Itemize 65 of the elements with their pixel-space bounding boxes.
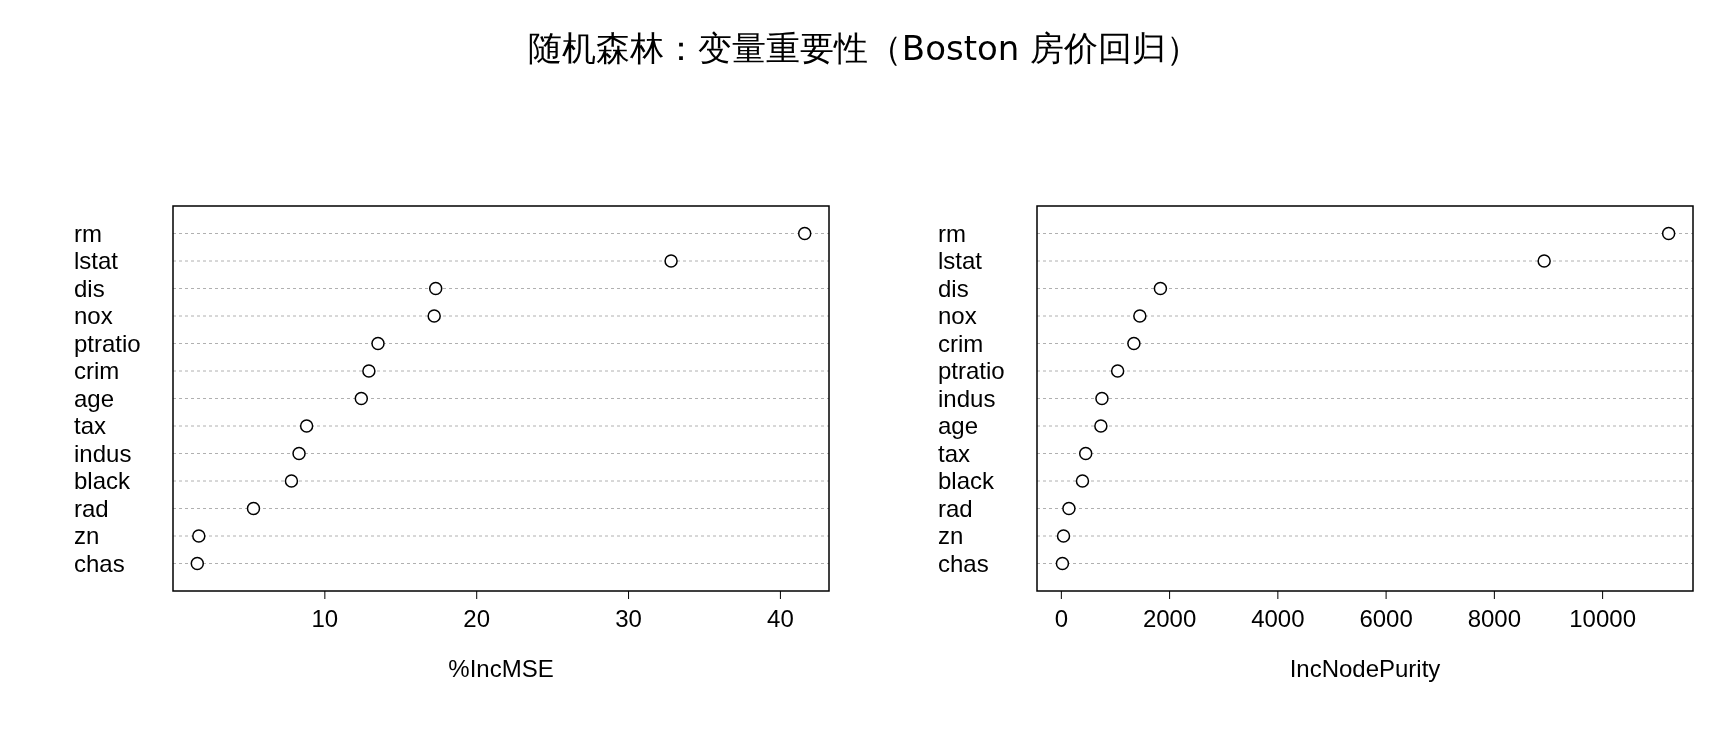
- y-tick-label: ptratio: [74, 329, 141, 357]
- point: [371, 336, 385, 351]
- point: [1110, 364, 1125, 378]
- y-tick-label: crim: [74, 357, 120, 385]
- point: [246, 501, 261, 516]
- y-tick-label: lstat: [74, 247, 119, 275]
- point: [428, 281, 443, 296]
- x-tick-label: 6000: [1359, 605, 1413, 632]
- y-tick-label: crim: [938, 329, 984, 357]
- y-tick-label: rm: [74, 219, 102, 247]
- point: [354, 391, 369, 406]
- point: [1056, 529, 1071, 543]
- point: [192, 529, 206, 543]
- point: [190, 556, 205, 571]
- x-axis-title: IncNodePurity: [1289, 655, 1441, 682]
- x-tick-label: 8000: [1467, 605, 1522, 632]
- point: [1133, 309, 1147, 323]
- point: [797, 226, 812, 241]
- point: [664, 254, 678, 268]
- x-tick-label: 10: [311, 605, 339, 632]
- y-tick-label: nox: [74, 302, 113, 330]
- y-tick-label: rad: [74, 494, 109, 522]
- y-tick-label: chas: [938, 549, 989, 577]
- y-tick-label: dis: [938, 274, 969, 302]
- x-tick-label: 40: [767, 605, 794, 632]
- point: [284, 474, 299, 488]
- y-tick-label: zn: [74, 522, 100, 550]
- chart-title: 随机森林：变量重要性（Boston 房价回归）: [527, 28, 1201, 68]
- y-tick-label: age: [74, 384, 115, 412]
- point: [1078, 446, 1093, 461]
- point: [1095, 391, 1109, 406]
- point: [1537, 254, 1551, 268]
- y-tick-label: lstat: [938, 247, 983, 275]
- x-tick-label: 2000: [1142, 605, 1197, 632]
- y-tick-label: tax: [938, 439, 971, 467]
- y-tick-label: zn: [938, 522, 964, 550]
- point: [362, 364, 376, 378]
- y-tick-label: indus: [938, 384, 996, 412]
- y-tick-label: age: [938, 412, 979, 440]
- point: [1062, 501, 1076, 516]
- point: [1127, 336, 1141, 351]
- x-tick-label: 30: [615, 605, 642, 632]
- point: [1055, 556, 1070, 571]
- point: [1661, 226, 1676, 241]
- point: [1094, 419, 1108, 433]
- point: [299, 419, 314, 433]
- x-tick-label: 4000: [1251, 605, 1305, 632]
- y-tick-label: rm: [938, 219, 966, 247]
- y-tick-label: indus: [74, 439, 132, 467]
- y-tick-label: black: [74, 467, 132, 495]
- y-tick-label: tax: [74, 412, 107, 440]
- x-axis-title: %IncMSE: [448, 655, 554, 682]
- point: [427, 309, 441, 323]
- x-tick-label: 10000: [1569, 605, 1636, 632]
- y-tick-label: black: [938, 467, 996, 495]
- point: [1075, 474, 1090, 488]
- y-tick-label: rad: [938, 494, 973, 522]
- x-tick-label: 0: [1054, 605, 1069, 632]
- y-tick-label: chas: [74, 549, 125, 577]
- point: [1153, 281, 1168, 296]
- x-tick-label: 20: [463, 605, 491, 632]
- point: [292, 446, 306, 461]
- y-tick-label: nox: [938, 302, 977, 330]
- y-tick-label: ptratio: [938, 357, 1005, 385]
- y-tick-label: dis: [74, 274, 105, 302]
